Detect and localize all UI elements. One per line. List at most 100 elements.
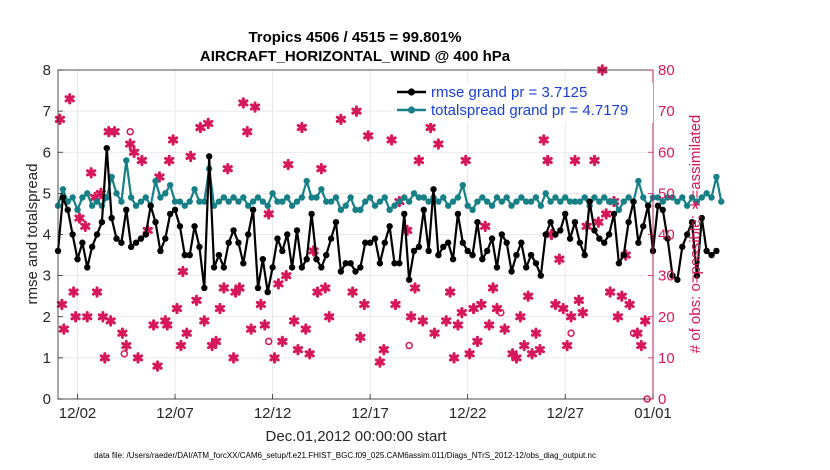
series-point-totalspread	[181, 202, 189, 209]
series-point-rmse	[430, 186, 437, 193]
y2-tick-label: 80	[658, 62, 675, 79]
series-point-totalspread	[571, 198, 579, 205]
obs-assimilated-marker	[70, 311, 81, 323]
obs-assimilated-marker	[359, 298, 370, 311]
obs-assimilated-marker	[300, 323, 311, 335]
y-tick-label: 2	[43, 309, 51, 326]
obs-assimilated-marker	[234, 282, 245, 294]
obs-assimilated-marker	[64, 93, 75, 105]
series-point-totalspread	[240, 194, 247, 201]
legend: rmse grand pr = 3.7125 totalspread grand…	[392, 83, 653, 123]
series-point-totalspread	[245, 202, 252, 209]
series-point-rmse	[503, 239, 510, 246]
obs-assimilated-marker	[483, 319, 495, 331]
series-point-totalspread	[503, 194, 510, 201]
series-point-totalspread	[352, 206, 359, 214]
series-point-rmse	[386, 223, 393, 230]
series-point-totalspread	[279, 198, 286, 205]
series-point-rmse	[103, 144, 110, 152]
series-point-totalspread	[303, 177, 310, 185]
obs-assimilated-marker	[542, 154, 553, 167]
series-line-rmse	[56, 147, 718, 294]
obs-assimilated-marker	[374, 356, 386, 368]
x-tick-label: 12/17	[351, 405, 389, 422]
obs-assimilated-marker	[249, 101, 261, 113]
series-point-rmse	[557, 227, 564, 234]
x-tick-label: 12/12	[254, 405, 292, 422]
series-point-rmse	[586, 198, 593, 205]
y2-axis-label: # of obs: o=possible; ∗=assimilated	[687, 115, 704, 354]
series-point-rmse	[625, 218, 632, 226]
obs-assimilated-marker	[68, 286, 79, 298]
obs-assimilated-marker	[54, 113, 66, 126]
obs-possible-marker	[497, 308, 505, 317]
chart-title: Tropics 4506 / 4515 = 99.801%	[248, 29, 461, 46]
series-point-rmse	[449, 255, 457, 263]
obs-assimilated-marker	[292, 343, 304, 356]
series-point-rmse	[479, 255, 486, 263]
y-tick-label: 0	[43, 391, 51, 408]
series-point-rmse	[708, 251, 715, 259]
series-point-rmse	[264, 288, 271, 296]
obs-assimilated-marker	[577, 306, 588, 319]
series-point-totalspread	[235, 198, 242, 205]
obs-assimilated-marker	[405, 311, 417, 323]
series-point-rmse	[98, 218, 106, 226]
obs-assimilated-marker	[456, 306, 467, 319]
series-point-rmse	[410, 247, 418, 255]
series-point-rmse	[435, 251, 442, 259]
obs-assimilated-marker	[259, 319, 270, 331]
obs-assimilated-marker	[125, 138, 136, 150]
series-point-rmse	[191, 223, 198, 230]
obs-assimilated-marker	[222, 163, 233, 175]
obs-assimilated-marker	[238, 97, 249, 109]
series-point-totalspread	[230, 194, 237, 201]
series-point-rmse	[259, 255, 267, 263]
series-point-rmse	[284, 231, 291, 238]
series-point-rmse	[425, 247, 432, 255]
series-point-rmse	[235, 239, 242, 246]
series-point-totalspread	[157, 194, 164, 201]
series-point-totalspread	[264, 202, 271, 209]
series-point-totalspread	[269, 190, 276, 197]
obs-assimilated-marker	[128, 146, 140, 158]
series-point-totalspread	[562, 194, 569, 201]
series-point-totalspread	[284, 194, 291, 201]
series-point-totalspread	[440, 194, 447, 201]
series-point-totalspread	[249, 198, 257, 205]
obs-assimilated-marker	[565, 311, 577, 323]
series-point-totalspread	[357, 206, 364, 214]
series-point-totalspread	[386, 206, 393, 214]
series-point-totalspread	[298, 194, 306, 201]
obs-assimilated-marker	[464, 348, 475, 360]
series-point-rmse	[664, 235, 671, 242]
obs-assimilated-marker	[519, 339, 530, 352]
series-point-rmse	[688, 218, 696, 226]
obs-assimilated-marker	[58, 323, 69, 335]
series-point-totalspread	[323, 198, 330, 205]
obs-assimilated-marker	[185, 150, 196, 163]
series-point-rmse	[162, 235, 169, 242]
series-point-totalspread	[454, 194, 462, 201]
series-point-totalspread	[469, 206, 476, 214]
obs-assimilated-marker	[526, 348, 538, 360]
y-tick-label: 1	[43, 350, 51, 367]
series-point-totalspread	[196, 198, 203, 205]
series-point-totalspread	[371, 202, 379, 209]
series-point-rmse	[401, 210, 408, 218]
obs-assimilated-marker	[195, 121, 206, 134]
obs-assimilated-marker	[499, 323, 510, 335]
x-axis-label: Dec.01,2012 00:00:00 start	[266, 428, 448, 445]
series-point-totalspread	[332, 194, 340, 201]
series-point-rmse	[313, 255, 320, 263]
series-point-rmse	[79, 239, 86, 246]
y-axis-label: rmse and totalspread	[24, 164, 41, 305]
series-point-totalspread	[162, 190, 169, 197]
series-point-rmse	[420, 206, 427, 214]
series-point-rmse	[605, 231, 613, 238]
obs-assimilated-marker	[312, 286, 323, 298]
obs-assimilated-marker	[171, 302, 183, 315]
series-point-rmse	[240, 260, 247, 267]
